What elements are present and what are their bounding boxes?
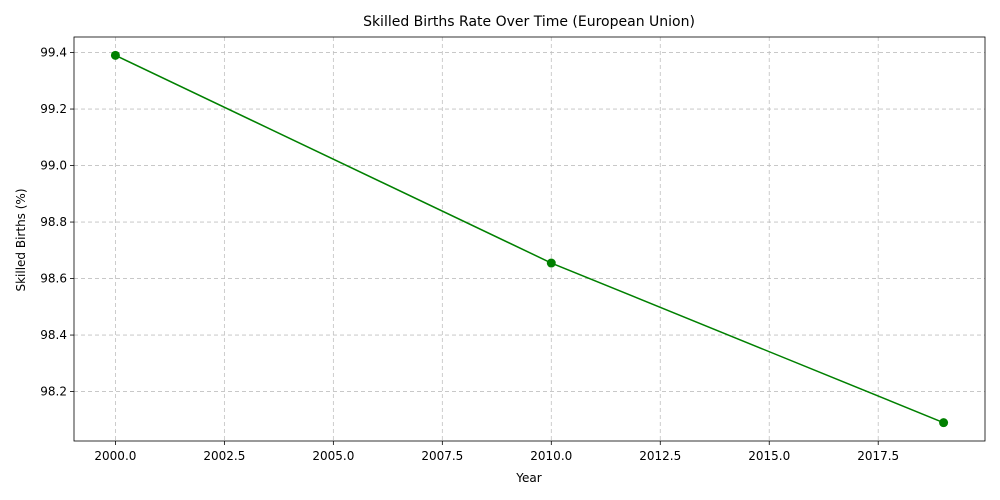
x-tick-label: 2000.0: [94, 449, 136, 463]
y-tick-label: 98.6: [40, 272, 67, 286]
y-tick-label: 98.4: [40, 328, 67, 342]
x-tick-label: 2010.0: [530, 449, 572, 463]
x-tick-label: 2005.0: [312, 449, 354, 463]
x-tick-label: 2012.5: [639, 449, 681, 463]
y-axis: 98.2 98.4 98.6 98.8 99.0 99.2 99.4: [40, 46, 74, 399]
y-tick-label: 98.2: [40, 385, 67, 399]
chart-title: Skilled Births Rate Over Time (European …: [363, 14, 695, 30]
y-axis-label: Skilled Births (%): [14, 188, 28, 291]
data-point-marker: [110, 50, 120, 60]
data-series: [110, 50, 949, 428]
data-point-marker: [546, 258, 556, 268]
x-tick-label: 2015.0: [748, 449, 790, 463]
plot-frame: [73, 36, 986, 442]
y-tick-label: 99.2: [40, 102, 67, 116]
x-tick-label: 2017.5: [857, 449, 899, 463]
x-axis-label: Year: [515, 471, 541, 485]
y-tick-label: 98.8: [40, 215, 67, 229]
y-tick-label: 99.4: [40, 46, 67, 60]
x-tick-label: 2007.5: [421, 449, 463, 463]
y-tick-label: 99.0: [40, 159, 67, 173]
x-axis: 2000.0 2002.5 2005.0 2007.5 2010.0 2012.5 2015…: [94, 441, 899, 463]
x-tick-label: 2002.5: [203, 449, 245, 463]
plot-area-frame: [73, 36, 986, 442]
grid-lines: [74, 37, 985, 441]
data-point-marker: [939, 418, 949, 428]
